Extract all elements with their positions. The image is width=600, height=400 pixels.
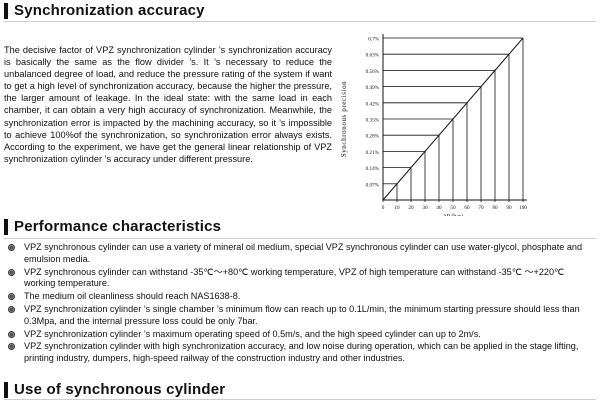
bullet-icon <box>8 244 15 251</box>
x-tick-label: 70 <box>478 205 484 211</box>
perf-title: Performance characteristics <box>14 218 222 235</box>
use-title: Use of synchronous cylinder <box>14 381 226 398</box>
series-line <box>382 37 524 201</box>
x-tick-label: 100 <box>519 205 527 211</box>
bullet-icon <box>8 343 15 351</box>
heading-bar <box>4 381 8 398</box>
bullet-icon <box>8 305 15 313</box>
divider <box>4 238 596 239</box>
list-item: VPZ synchronization cylinder ’s single c… <box>6 304 596 328</box>
section-heading-use: Use of synchronous cylinder <box>4 381 225 398</box>
bullet-icon <box>8 268 15 276</box>
section-heading-sync: Synchronization accuracy <box>4 2 205 19</box>
y-tick-label: 0.35% <box>366 118 380 124</box>
list-item: VPZ synchronization cylinder with high s… <box>6 341 596 365</box>
section-heading-performance: Performance characteristics <box>4 218 221 235</box>
y-tick-label: 0.63% <box>366 53 380 59</box>
y-tick-label: 0.28% <box>366 134 380 140</box>
y-tick-label: 0.21% <box>366 150 380 156</box>
list-item: VPZ synchronous cylinder can withstand -… <box>6 267 596 291</box>
y-tick-label: 0.07% <box>366 182 380 188</box>
y-axis-label: Synchronous precision <box>340 81 348 158</box>
sync-precision-chart: 0.07% 0.14% 0.21% 0.28% 0.35% 0.42% 0.49% 0.56%… <box>340 34 527 216</box>
x-axis-label: ΔP (bar) <box>443 213 463 216</box>
x-tick-label: 30 <box>422 205 428 211</box>
y-tick-label: 0.49% <box>366 85 380 91</box>
y-tick-label: 0.7% <box>368 37 379 43</box>
y-tick-label: 0.42% <box>366 101 380 107</box>
x-tick-label: 20 <box>408 205 414 211</box>
x-tick-label: 50 <box>450 205 456 211</box>
x-tick-label: 90 <box>506 205 512 211</box>
bullet-icon <box>8 330 15 338</box>
x-tick-label: 60 <box>464 205 470 211</box>
y-tick-label: 0.14% <box>366 166 380 172</box>
bullet-icon <box>8 293 15 301</box>
divider <box>4 21 596 22</box>
list-item: The medium oil cleanliness should reach … <box>6 291 596 303</box>
x-tick-label: 80 <box>492 205 498 211</box>
x-tick-label: 0 <box>382 205 385 211</box>
performance-list: VPZ synchronous cylinder can use a varie… <box>6 242 596 366</box>
sync-paragraph: The decisive factor of VPZ synchronizati… <box>4 45 332 164</box>
y-tick-label: 0.56% <box>366 69 380 75</box>
heading-bar <box>4 218 8 235</box>
sync-title: Synchronization accuracy <box>14 2 205 19</box>
x-tick-label: 40 <box>436 205 442 211</box>
list-item: VPZ synchronous cylinder can use a varie… <box>6 242 596 266</box>
x-tick-label: 10 <box>394 205 400 211</box>
heading-bar <box>4 2 8 19</box>
list-item: VPZ synchronization cylinder ’s maximum … <box>6 329 596 341</box>
